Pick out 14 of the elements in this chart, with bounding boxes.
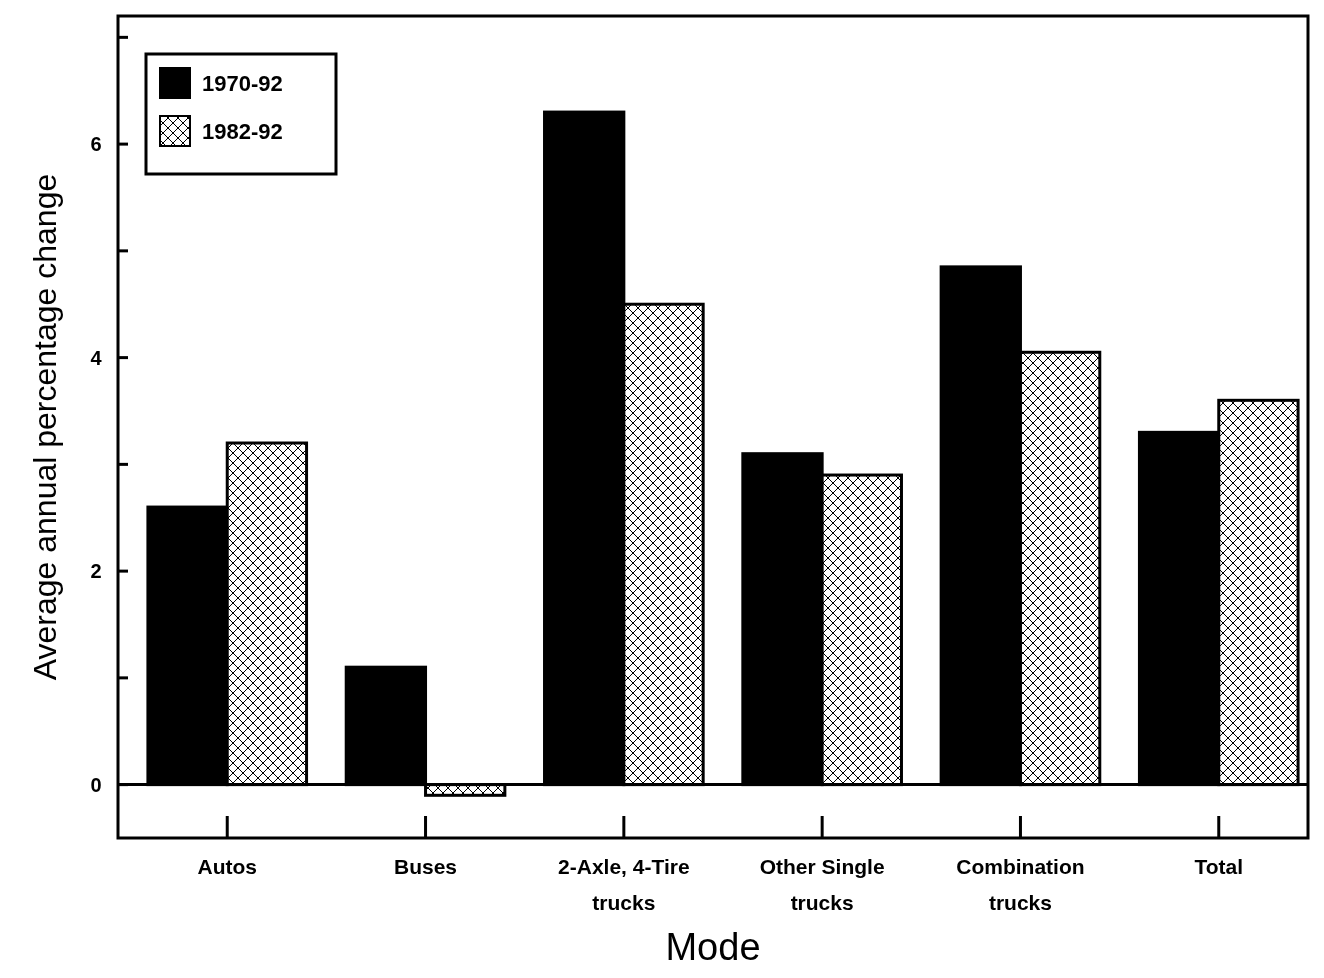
y-tick-label: 2 bbox=[90, 560, 102, 583]
x-tick-label: Buses bbox=[394, 855, 458, 878]
x-tick-label: Total bbox=[1194, 855, 1244, 878]
legend-label: 1982-92 bbox=[202, 118, 283, 144]
y-axis-title: Average annual percentage change bbox=[27, 173, 63, 681]
x-tick-label: Autos bbox=[197, 855, 257, 878]
y-tick-label: 0 bbox=[90, 773, 102, 796]
legend-label: 1970-92 bbox=[202, 70, 283, 96]
x-tick-label: 2-Axle, 4-Tire trucks bbox=[558, 855, 690, 914]
y-tick-label: 6 bbox=[90, 133, 102, 156]
x-tick-label: Combination trucks bbox=[956, 855, 1085, 914]
x-axis-title: Mode bbox=[665, 926, 761, 968]
y-tick-label: 4 bbox=[90, 346, 103, 369]
x-tick-label: Other Single trucks bbox=[759, 855, 885, 914]
